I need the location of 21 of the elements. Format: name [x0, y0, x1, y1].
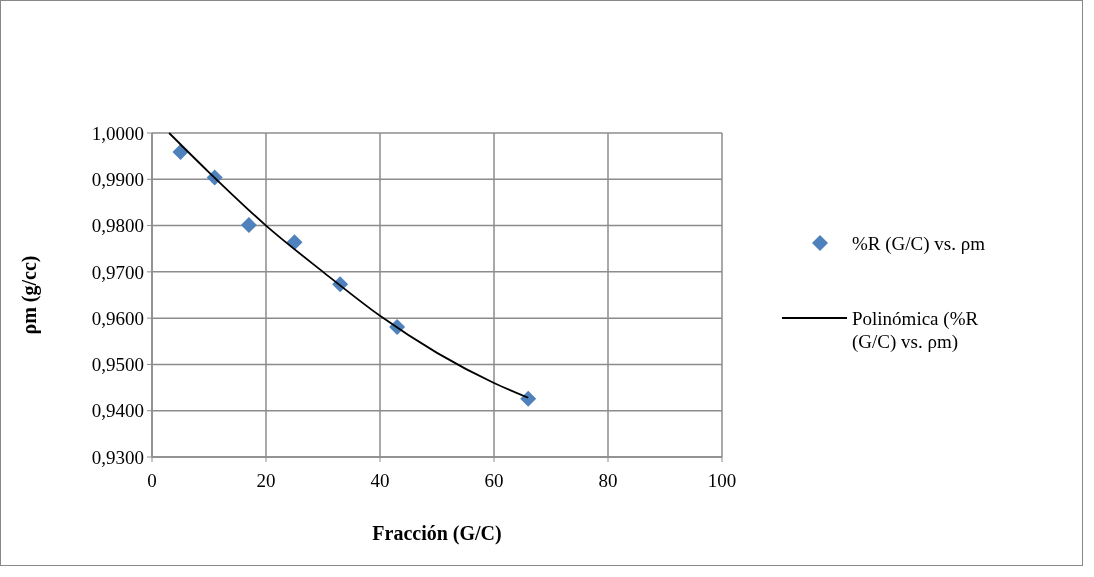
x-tick-label: 80 — [598, 470, 618, 491]
y-tick-label: 1,0000 — [91, 122, 144, 144]
y-tick-label: 0,9400 — [91, 400, 144, 422]
x-tick-label: 100 — [707, 470, 737, 491]
point — [240, 217, 257, 234]
x-tick-label: 40 — [370, 470, 390, 491]
x-axis-title: Fracción (G/C) — [372, 522, 502, 545]
y-tick-label: 0,9300 — [91, 446, 144, 468]
point — [520, 390, 537, 407]
point — [286, 234, 303, 251]
y-tick-label: 0,9500 — [91, 354, 144, 376]
x-tick-label: 60 — [484, 470, 504, 491]
y-tick-label: 0,9700 — [91, 261, 144, 283]
x-tick-label: 0 — [147, 470, 157, 491]
legend-label: Polinómica (%R (G/C) vs. ρm) — [852, 307, 979, 354]
y-tick-label: 0,9900 — [91, 168, 144, 190]
y-tick-label: 0,9800 — [91, 215, 144, 237]
y-axis-title: ρm (g/cc) — [18, 255, 41, 335]
x-tick-label: 20 — [256, 470, 276, 491]
legend-label: %R (G/C) vs. ρm — [852, 232, 986, 255]
y-tick-label: 0,9600 — [91, 307, 144, 329]
